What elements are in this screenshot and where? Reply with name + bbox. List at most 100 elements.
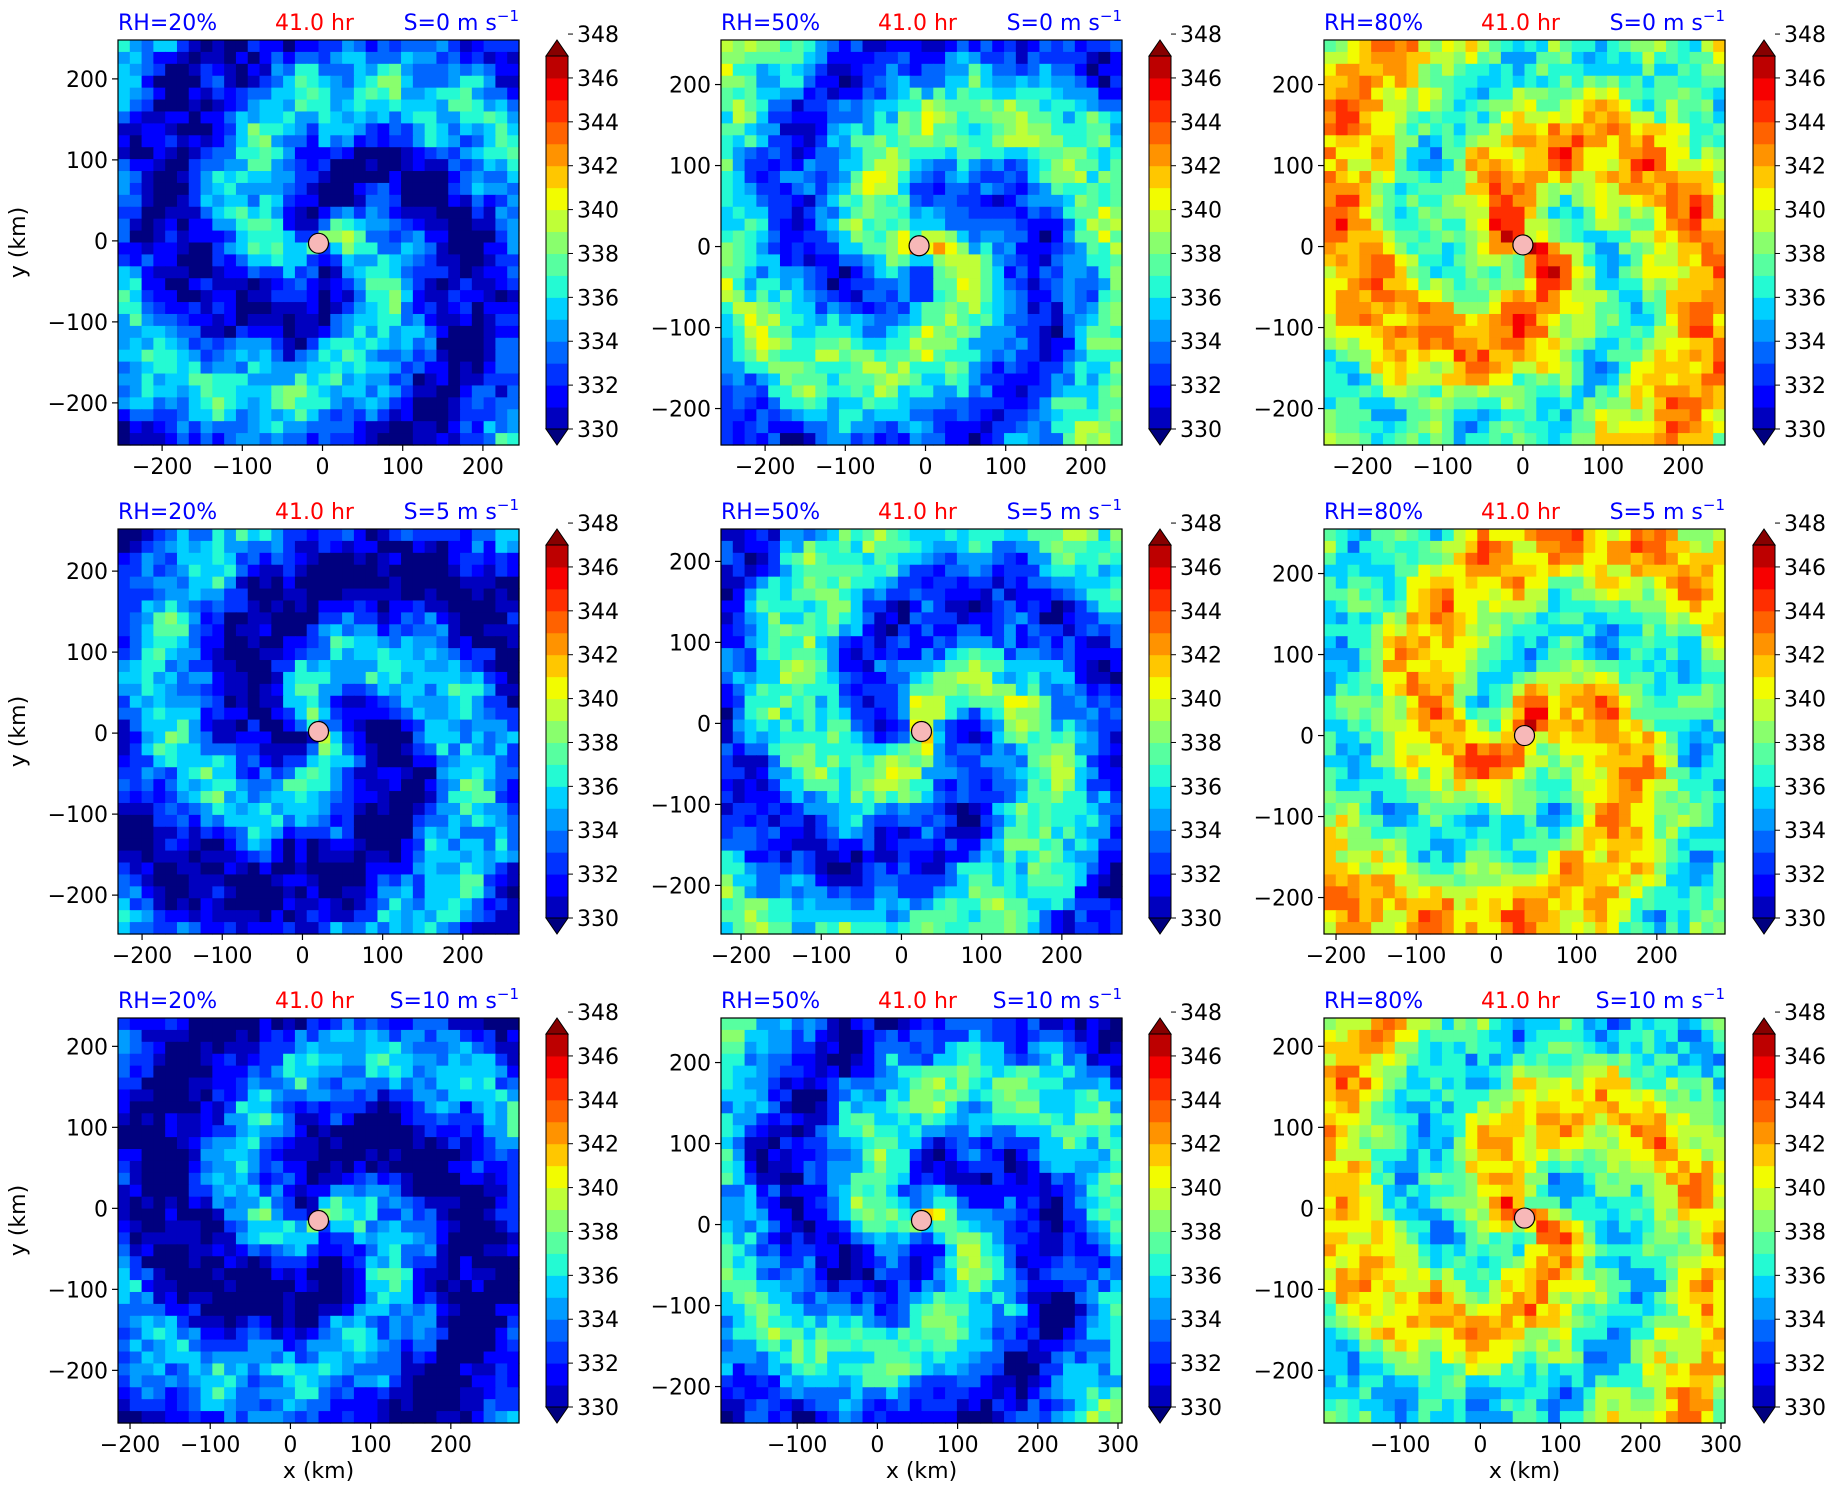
heatmap-cell — [968, 230, 982, 244]
heatmap-cell — [1324, 373, 1337, 387]
heatmap-cell — [756, 254, 769, 267]
heatmap-cell — [165, 409, 178, 422]
heatmap-cell — [1015, 278, 1029, 291]
heatmap-cell — [247, 51, 261, 65]
heatmap-cell — [129, 886, 143, 899]
heatmap-cell — [1098, 194, 1111, 208]
heatmap-cell — [471, 182, 485, 196]
heatmap-cell — [862, 325, 875, 339]
heatmap-cell — [188, 218, 202, 232]
heatmap-cell — [283, 385, 296, 398]
heatmap-cell — [1335, 421, 1349, 434]
heatmap-cell — [945, 552, 958, 566]
colorbar-bin — [546, 874, 568, 897]
heatmap-cell — [1086, 75, 1100, 89]
heatmap-cell — [768, 361, 781, 375]
heatmap-cell — [247, 874, 261, 887]
heatmap-cell — [838, 433, 852, 446]
heatmap-cell — [838, 278, 852, 291]
heatmap-cell — [838, 397, 852, 410]
heatmap-cell — [768, 194, 781, 208]
heatmap-cell — [471, 75, 485, 89]
heatmap-cell — [306, 826, 320, 840]
heatmap-cell — [1430, 278, 1443, 291]
heatmap-cell — [306, 814, 320, 828]
heatmap-cell — [118, 385, 131, 398]
heatmap-cell — [495, 349, 508, 363]
heatmap-cell — [353, 325, 367, 339]
heatmap-cell — [306, 123, 320, 136]
heatmap-cell — [1039, 171, 1052, 184]
heatmap-cell — [921, 51, 934, 65]
heatmap-cell — [283, 409, 296, 422]
heatmap-cell — [921, 87, 934, 101]
heatmap-cell — [803, 111, 816, 124]
heatmap-cell — [448, 886, 461, 899]
heatmap-cell — [271, 230, 284, 244]
heatmap-cell — [992, 242, 1005, 256]
heatmap-cell — [200, 719, 213, 733]
heatmap-cell — [176, 218, 190, 232]
heatmap-cell — [897, 325, 911, 339]
heatmap-cell — [448, 660, 461, 673]
heatmap-cell — [365, 922, 379, 935]
heatmap-cell — [401, 612, 414, 625]
heatmap-cell — [306, 648, 320, 661]
heatmap-cell — [424, 636, 438, 649]
heatmap-cell — [1406, 242, 1419, 256]
heatmap-cell — [1477, 254, 1490, 267]
heatmap-cell — [1701, 171, 1714, 184]
heatmap-cell — [921, 159, 934, 172]
heatmap-cell — [838, 182, 852, 196]
heatmap-cell — [212, 660, 225, 673]
heatmap-cell — [1063, 194, 1076, 208]
heatmap-cell — [1063, 373, 1076, 387]
heatmap-cell — [235, 838, 249, 852]
heatmap-cell — [507, 278, 520, 291]
heatmap-cell — [436, 421, 449, 434]
heatmap-cell — [1666, 361, 1679, 375]
heatmap-cell — [1004, 254, 1017, 267]
heatmap-cell — [471, 302, 485, 315]
heatmap-cell — [1512, 373, 1526, 387]
heatmap-cell — [294, 349, 308, 363]
heatmap-cell — [235, 886, 249, 899]
heatmap-cell — [1453, 194, 1467, 208]
heatmap-cell — [235, 529, 249, 542]
heatmap-cell — [744, 194, 757, 208]
heatmap-cell — [247, 838, 261, 852]
heatmap-cell — [850, 230, 864, 244]
heatmap-cell — [1559, 75, 1573, 89]
heatmap-cell — [1394, 361, 1408, 375]
heatmap-cell — [945, 182, 958, 196]
heatmap-cell — [259, 349, 272, 363]
heatmap-cell — [1039, 99, 1052, 113]
heatmap-cell — [791, 99, 805, 113]
heatmap-cell — [933, 433, 946, 446]
y-tick-label: 200 — [1272, 74, 1314, 99]
heatmap-cell — [1394, 99, 1408, 113]
heatmap-cell — [1086, 302, 1100, 315]
heatmap-cell — [460, 75, 473, 89]
heatmap-cell — [200, 278, 213, 291]
colorbar-tick-label: 346 — [1180, 67, 1222, 92]
x-tick-label: 200 — [462, 455, 504, 480]
heatmap-cell — [318, 40, 331, 53]
heatmap-cell — [1039, 218, 1052, 232]
heatmap-cell — [471, 290, 485, 303]
heatmap-cell — [1110, 63, 1123, 77]
heatmap-cell — [224, 182, 237, 196]
heatmap-cell — [1347, 373, 1360, 387]
heatmap-cell — [827, 135, 840, 148]
heatmap-cell — [483, 51, 497, 65]
heatmap-cell — [448, 743, 461, 756]
heatmap-cell — [153, 576, 166, 590]
heatmap-cell — [956, 325, 970, 339]
heatmap-cell — [1630, 266, 1644, 279]
heatmap-cell — [1051, 349, 1064, 363]
heatmap-cell — [779, 206, 793, 220]
heatmap-cell — [1453, 385, 1467, 398]
heatmap-cell — [1477, 182, 1490, 196]
heatmap-cell — [342, 194, 355, 208]
colorbar-tick-label: 334 — [577, 330, 619, 355]
